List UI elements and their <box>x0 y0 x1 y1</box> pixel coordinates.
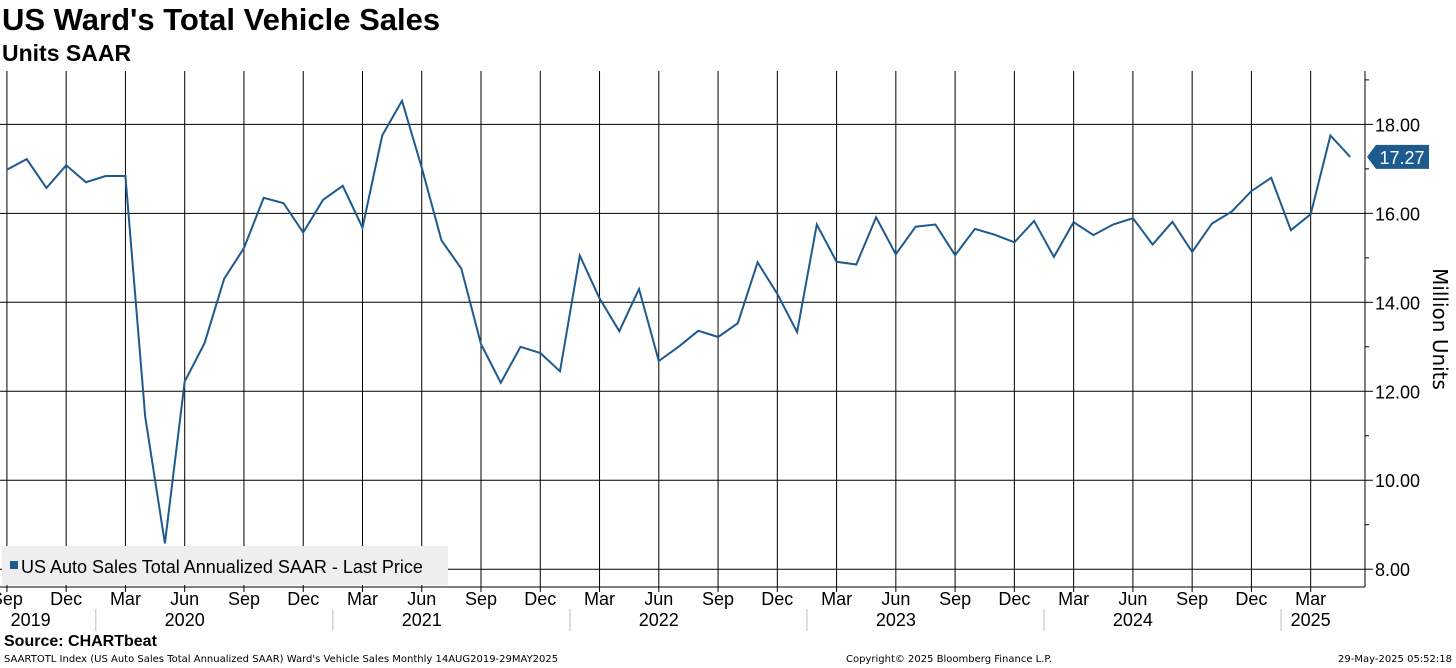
y-tick-label: 16.00 <box>1375 204 1420 224</box>
x-tick-label: Dec <box>50 589 82 609</box>
y-axis-title: Million Units <box>1428 268 1452 390</box>
year-label: 2019 <box>11 610 51 630</box>
x-tick-label: Mar <box>1295 589 1326 609</box>
last-value-tag-group: 17.27 <box>1367 144 1429 169</box>
copyright-note: Copyright© 2025 Bloomberg Finance L.P. <box>846 654 1053 665</box>
y-tick-label: 14.00 <box>1375 293 1420 313</box>
x-tick-label: Sep <box>0 589 23 609</box>
year-labels: 2019 2020 2021 2022 2023 2024 2025 <box>11 609 1331 631</box>
x-tick-label: Jun <box>644 589 673 609</box>
x-tick-label: Sep <box>465 589 497 609</box>
year-label: 2024 <box>1113 610 1153 630</box>
series-line <box>6 98 1351 544</box>
x-tick-label: Dec <box>761 589 793 609</box>
x-tick-label: Mar <box>110 589 141 609</box>
x-tick-label: Dec <box>524 589 556 609</box>
year-label: 2025 <box>1291 610 1331 630</box>
x-tick-label: Sep <box>228 589 260 609</box>
y-tick-label: 12.00 <box>1375 382 1420 402</box>
x-tick-label: Dec <box>998 589 1030 609</box>
y-tick-label: 18.00 <box>1375 115 1420 135</box>
year-label: 2023 <box>876 610 916 630</box>
chart-title: US Ward's Total Vehicle Sales <box>2 2 441 37</box>
y-ticks: 8.00 10.00 12.00 14.00 16.00 18.00 <box>1365 79 1420 580</box>
vertical-gridlines <box>6 71 1312 587</box>
x-tick-label: Sep <box>1176 589 1208 609</box>
x-tick-label: Mar <box>821 589 852 609</box>
y-tick-label: 8.00 <box>1375 560 1410 580</box>
series-line-group <box>6 98 1351 544</box>
x-tick-label: Dec <box>287 589 319 609</box>
source-note: Source: CHARTbeat <box>4 633 157 650</box>
horizontal-gridlines <box>0 123 1365 570</box>
x-tick-label: Sep <box>702 589 734 609</box>
x-ticks: Sep Dec Mar Jun Sep Dec Mar Jun Sep Dec Mar Jun Sep D… <box>0 587 1326 609</box>
year-label: 2022 <box>639 610 679 630</box>
x-tick-label: Jun <box>407 589 436 609</box>
x-tick-label: Jun <box>1118 589 1147 609</box>
last-value-label: 17.27 <box>1379 148 1424 168</box>
legend-background <box>2 546 448 585</box>
legend-swatch <box>10 561 18 569</box>
x-tick-label: Mar <box>347 589 378 609</box>
y-tick-label: 10.00 <box>1375 471 1420 491</box>
x-tick-label: Sep <box>939 589 971 609</box>
x-tick-label: Mar <box>1058 589 1089 609</box>
legend-label: US Auto Sales Total Annualized SAAR - La… <box>21 557 423 577</box>
timestamp: 29-May-2025 05:52:18 <box>1338 654 1452 665</box>
year-label: 2020 <box>165 610 205 630</box>
x-tick-label: Mar <box>584 589 615 609</box>
chart-subtitle: Units SAAR <box>2 40 132 66</box>
x-tick-label: Dec <box>1235 589 1267 609</box>
x-tick-label: Jun <box>170 589 199 609</box>
x-tick-label: Jun <box>881 589 910 609</box>
last-value-tag <box>1367 144 1429 169</box>
series-description: SAARTOTL Index (US Auto Sales Total Annu… <box>4 654 559 665</box>
year-label: 2021 <box>402 610 442 630</box>
